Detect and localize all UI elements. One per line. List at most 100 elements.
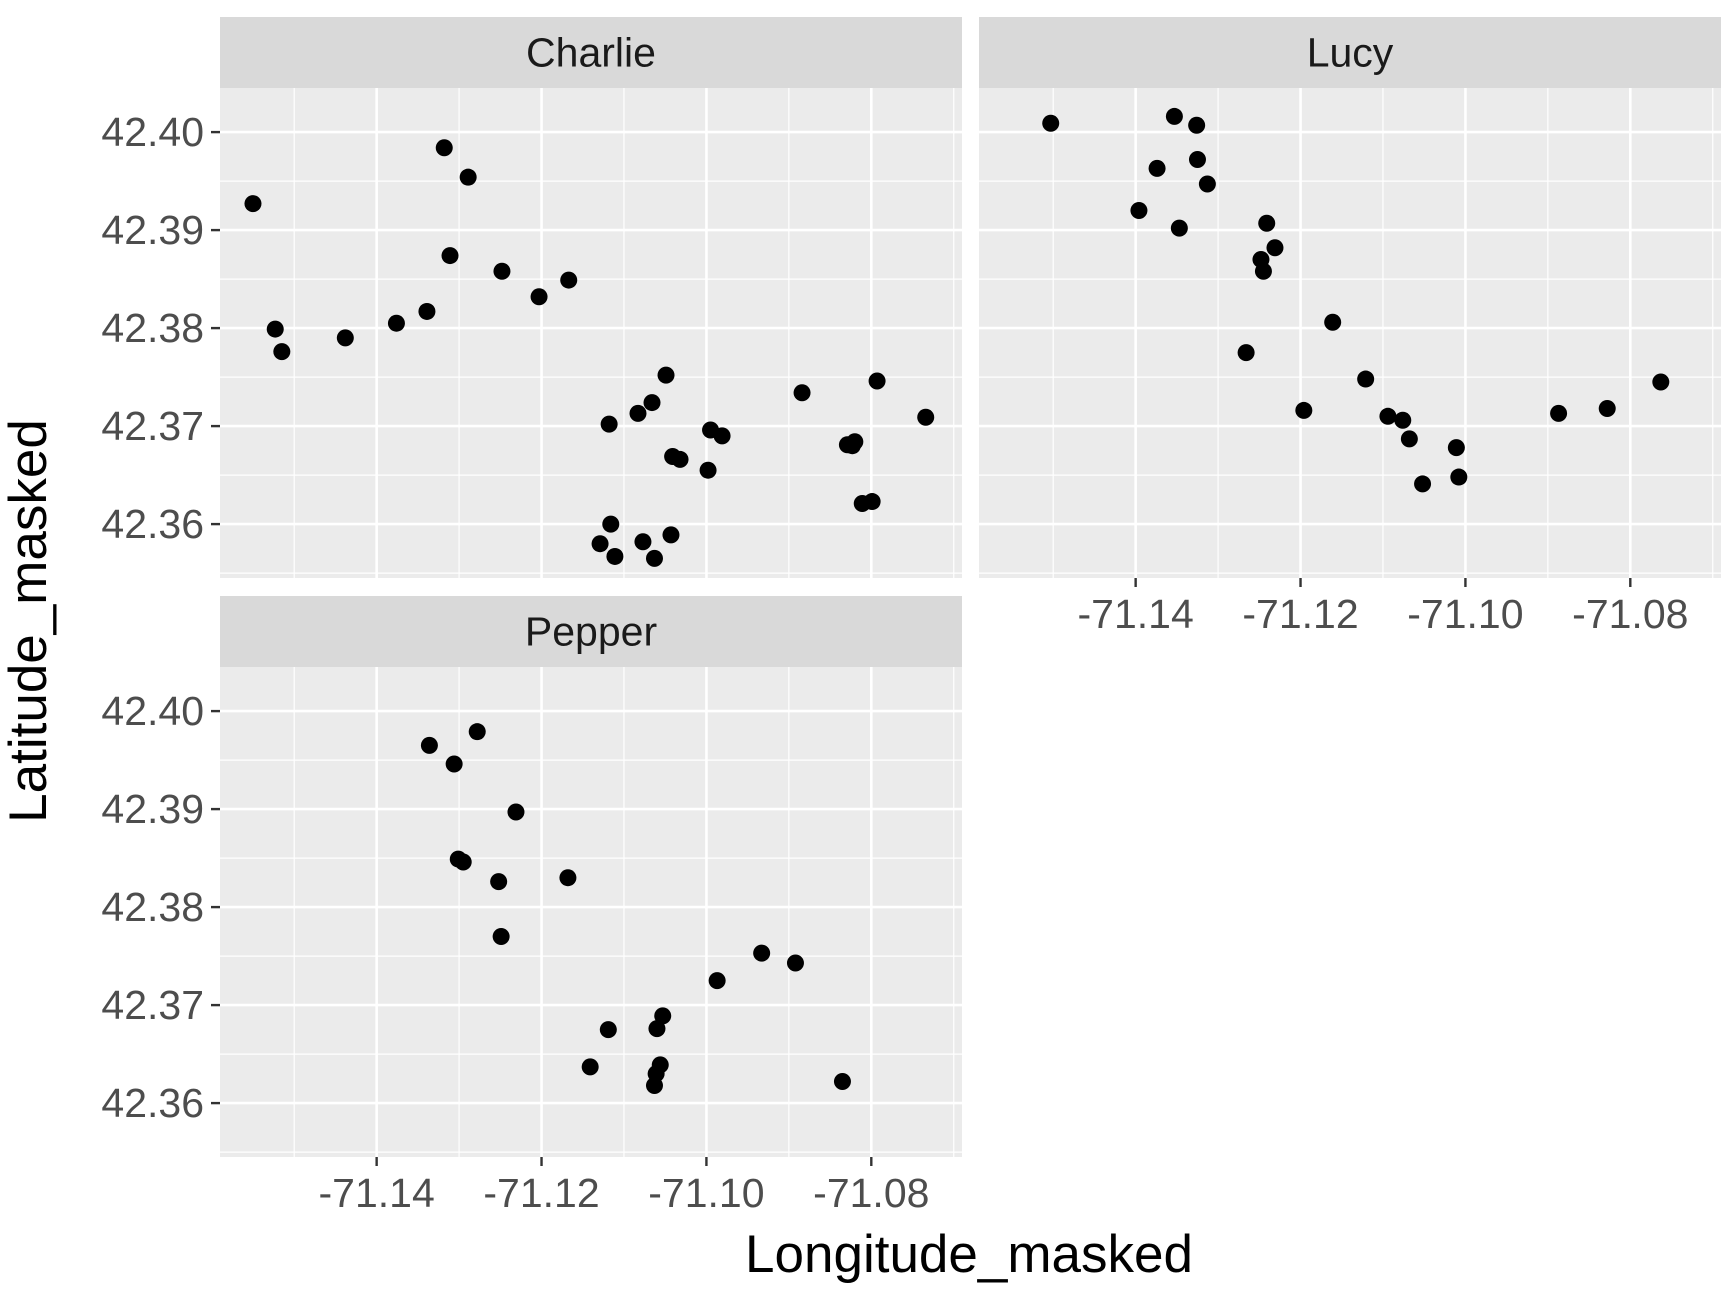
x-tick-label: -71.10	[648, 1170, 764, 1216]
facet-strip	[220, 17, 962, 88]
data-point	[1188, 116, 1206, 134]
data-point	[1042, 114, 1060, 132]
data-point	[786, 954, 804, 972]
data-point	[1295, 401, 1313, 419]
y-tick-label: 42.36	[101, 501, 204, 547]
data-point	[1188, 151, 1206, 169]
data-point	[657, 366, 675, 384]
facet-strip-label: Lucy	[1307, 30, 1394, 76]
data-point	[454, 853, 472, 871]
y-tick-label: 42.37	[101, 403, 204, 449]
facet-charlie: Charlie 42.36 42.37 42.38 42.39 42.40	[101, 17, 962, 578]
data-point	[846, 433, 864, 451]
data-point	[1447, 439, 1465, 457]
data-point	[1258, 214, 1276, 232]
data-point	[708, 972, 726, 990]
data-point	[651, 1056, 669, 1074]
data-point	[654, 1007, 672, 1025]
data-point	[1450, 468, 1468, 486]
data-point	[1394, 411, 1412, 429]
y-tick-label: 42.40	[101, 109, 204, 155]
x-tick-label: -71.12	[483, 1170, 599, 1216]
data-point	[1414, 475, 1432, 493]
data-point	[662, 526, 680, 544]
data-point	[634, 533, 652, 551]
data-point	[435, 139, 453, 157]
panel-background	[220, 88, 962, 578]
y-tick-label: 42.39	[101, 207, 204, 253]
facet-strip-label: Pepper	[525, 609, 657, 655]
data-point	[1324, 313, 1342, 331]
data-point	[273, 343, 291, 361]
data-point	[490, 873, 508, 891]
data-point	[581, 1058, 599, 1076]
x-tick-label: -71.10	[1407, 591, 1523, 637]
data-point	[917, 408, 935, 426]
y-tick-label: 42.36	[101, 1080, 204, 1126]
facet-pepper: Pepper 42.36 42.37 42.38 42.39 42.40 -71.14 -71…	[101, 596, 962, 1216]
data-point	[648, 1020, 666, 1038]
data-point	[671, 450, 689, 468]
y-axis-title: Latitude_masked	[0, 419, 58, 823]
data-point	[863, 493, 881, 511]
data-point	[420, 736, 438, 754]
data-point	[868, 372, 886, 390]
x-tick-label: -71.14	[319, 1170, 435, 1216]
data-point	[1379, 407, 1397, 425]
facet-lucy: Lucy -71.14 -71.12 -71.10 -71.08	[979, 17, 1721, 637]
data-point	[459, 168, 477, 186]
facet-strip-label: Charlie	[526, 30, 656, 76]
data-point	[418, 302, 436, 320]
data-point	[833, 1073, 851, 1091]
y-tick-label: 42.37	[101, 982, 204, 1028]
data-point	[1170, 219, 1188, 237]
data-point	[1266, 239, 1284, 257]
data-point	[699, 461, 717, 479]
data-point	[507, 803, 525, 821]
x-tick-label: -71.08	[813, 1170, 929, 1216]
facet-panels: Charlie 42.36 42.37 42.38 42.39 42.40 Lucy -71.…	[101, 17, 1721, 1216]
data-point	[753, 944, 771, 962]
x-axis-title: Longitude_masked	[745, 1225, 1193, 1284]
data-point	[468, 723, 486, 741]
y-tick-label: 42.39	[101, 786, 204, 832]
data-point	[602, 515, 620, 533]
data-point	[1130, 202, 1148, 219]
data-point	[1652, 373, 1670, 391]
data-point	[600, 415, 618, 433]
data-point	[1198, 175, 1216, 193]
data-point	[266, 320, 284, 338]
panel-background	[979, 88, 1721, 578]
data-point	[530, 288, 548, 306]
x-tick-label: -71.14	[1078, 591, 1194, 637]
facet-strip	[220, 596, 962, 667]
data-point	[643, 394, 661, 412]
data-point	[606, 547, 624, 565]
data-point	[1550, 404, 1568, 422]
data-point	[1165, 107, 1183, 125]
facet-strip	[979, 17, 1721, 88]
data-point	[1357, 370, 1375, 388]
data-point	[793, 384, 811, 402]
data-point	[441, 247, 459, 265]
data-point	[492, 928, 510, 945]
data-point	[244, 195, 262, 213]
data-point	[1254, 262, 1272, 280]
y-tick-label: 42.38	[101, 884, 204, 930]
data-point	[599, 1021, 617, 1039]
y-tick-label: 42.40	[101, 688, 204, 734]
y-tick-label: 42.38	[101, 305, 204, 351]
data-point	[559, 869, 577, 887]
data-point	[1400, 430, 1418, 448]
data-point	[629, 404, 647, 422]
data-point	[445, 755, 463, 773]
data-point	[1148, 159, 1166, 177]
data-point	[591, 535, 609, 553]
data-point	[645, 549, 663, 567]
data-point	[713, 427, 731, 445]
x-tick-label: -71.08	[1572, 591, 1688, 637]
data-point	[1237, 344, 1255, 362]
data-point	[1598, 399, 1616, 417]
data-point	[560, 271, 578, 289]
